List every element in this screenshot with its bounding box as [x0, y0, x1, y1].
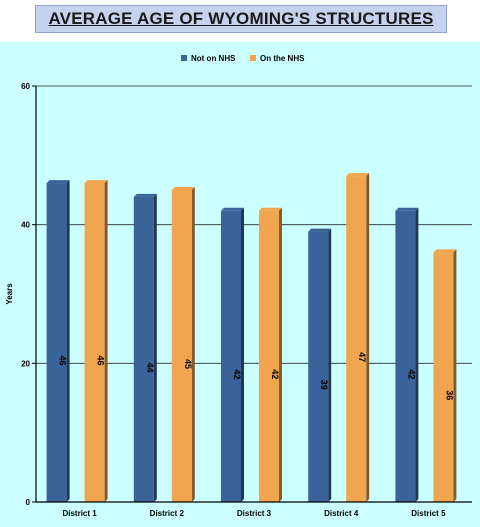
bar-side [366, 173, 370, 502]
bar-value-label: 46 [58, 356, 68, 366]
bar-top [171, 187, 195, 190]
bar-top [346, 173, 370, 177]
bar-top [133, 193, 157, 197]
chart-title: AVERAGE AGE OF WYOMING'S STRUCTURES [48, 9, 434, 28]
bar [346, 176, 367, 502]
legend-label: Not on NHS [191, 54, 236, 63]
bar-side [415, 207, 419, 503]
bar-side [191, 187, 195, 502]
bar [171, 190, 192, 502]
bar [133, 196, 154, 502]
bar-top [308, 228, 332, 232]
bar [433, 252, 454, 502]
y-tick-label: 40 [21, 221, 30, 230]
bar-side [66, 180, 70, 503]
bar-value-label: 39 [319, 380, 329, 390]
bar-value-label: 45 [183, 359, 193, 369]
y-tick-label: 60 [21, 82, 30, 91]
chart-title-box: AVERAGE AGE OF WYOMING'S STRUCTURES [35, 5, 447, 33]
bar [84, 183, 105, 503]
bar [46, 183, 67, 503]
bar-value-label: 36 [444, 390, 454, 400]
y-axis-label: Years [5, 283, 14, 305]
bar-value-label: 42 [270, 369, 280, 379]
bar-value-label: 46 [96, 356, 106, 366]
bar-value-label: 47 [357, 352, 367, 362]
bar-top [395, 207, 419, 211]
x-tick-label: District 2 [150, 509, 185, 518]
legend-label: On the NHS [260, 54, 305, 63]
x-tick-label: District 4 [324, 509, 359, 518]
bar-value-label: 42 [232, 369, 242, 379]
bar-side [453, 249, 457, 502]
bar-top [46, 180, 70, 184]
bar-top [84, 180, 108, 184]
y-tick-label: 0 [26, 498, 31, 507]
x-tick-label: District 3 [237, 509, 272, 518]
x-tick-label: District 1 [62, 509, 97, 518]
bar-top [259, 207, 282, 211]
bar-side [241, 207, 244, 503]
bar [221, 210, 241, 503]
bar [395, 210, 416, 503]
bar-side [153, 193, 157, 502]
bar-side [104, 180, 108, 503]
bar-value-label: 42 [406, 369, 416, 379]
legend-swatch [250, 55, 256, 61]
bar [308, 231, 329, 502]
bar-top [221, 207, 244, 211]
x-tick-label: District 5 [411, 509, 446, 518]
bar [259, 210, 279, 503]
bar-side [279, 207, 282, 503]
legend-swatch [181, 55, 187, 61]
bar-top [433, 249, 457, 253]
y-tick-label: 20 [21, 359, 30, 368]
bar-side [328, 228, 332, 502]
bar-value-label: 44 [145, 362, 155, 372]
